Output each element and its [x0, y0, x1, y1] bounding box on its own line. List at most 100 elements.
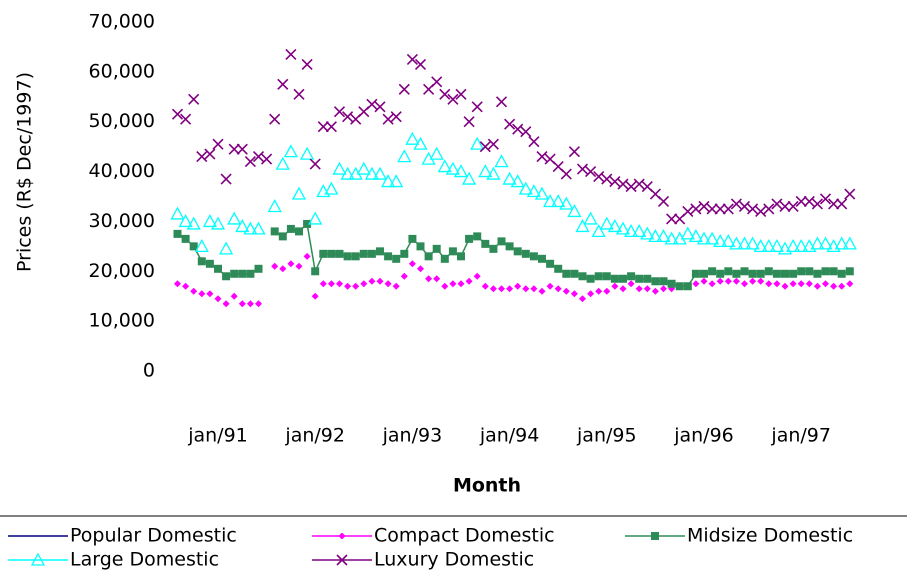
marker: [721, 234, 736, 248]
marker: [433, 275, 441, 283]
marker: [271, 262, 279, 270]
marker: [560, 168, 572, 180]
marker: [494, 154, 509, 168]
marker: [822, 280, 829, 288]
marker: [366, 98, 378, 110]
marker: [682, 205, 694, 218]
marker: [238, 269, 247, 278]
marker: [351, 252, 360, 261]
marker: [301, 58, 313, 70]
marker: [713, 234, 728, 248]
marker: [559, 196, 574, 210]
marker: [338, 532, 346, 540]
marker: [384, 252, 393, 261]
marker: [724, 277, 732, 285]
marker: [753, 238, 768, 253]
marker: [174, 280, 181, 288]
marker: [220, 173, 232, 185]
marker: [479, 141, 491, 153]
marker: [722, 203, 734, 215]
marker: [238, 300, 246, 308]
marker: [609, 175, 621, 188]
marker: [295, 227, 303, 236]
marker: [498, 285, 505, 293]
marker: [536, 151, 548, 163]
marker: [769, 238, 784, 253]
marker: [810, 236, 825, 250]
marker: [246, 300, 254, 308]
marker: [568, 146, 580, 158]
marker: [607, 219, 622, 233]
y-tick-label: 70,000: [89, 11, 155, 33]
marker: [204, 148, 216, 160]
marker: [602, 272, 611, 281]
marker: [236, 143, 248, 155]
marker: [617, 178, 629, 190]
marker: [583, 211, 598, 225]
marker: [664, 231, 679, 245]
marker: [546, 282, 554, 290]
marker: [277, 78, 289, 90]
marker: [692, 280, 700, 288]
marker: [811, 198, 823, 210]
marker: [599, 216, 614, 230]
marker: [813, 282, 821, 290]
marker: [748, 269, 757, 278]
marker: [659, 277, 668, 286]
marker: [465, 277, 473, 285]
marker: [741, 280, 748, 288]
marker: [615, 221, 631, 235]
marker: [643, 285, 651, 293]
marker: [408, 260, 416, 268]
marker: [178, 214, 193, 228]
marker: [278, 232, 287, 241]
marker: [813, 269, 822, 278]
marker: [429, 146, 444, 160]
marker: [771, 198, 783, 210]
marker: [845, 267, 854, 276]
x-tick-label: jan/96: [673, 425, 734, 447]
marker: [773, 280, 781, 288]
marker: [656, 229, 671, 243]
marker: [846, 280, 854, 288]
marker: [819, 193, 832, 205]
marker: [497, 237, 506, 246]
marker: [198, 290, 206, 298]
legend-label: Compact Domestic: [374, 525, 555, 547]
marker: [275, 156, 290, 170]
marker: [779, 200, 791, 213]
marker: [567, 204, 582, 218]
marker: [546, 259, 555, 268]
marker: [633, 178, 645, 190]
marker: [254, 264, 263, 273]
marker: [844, 188, 856, 200]
marker: [690, 203, 702, 215]
marker: [666, 213, 678, 225]
marker: [344, 282, 352, 290]
marker: [579, 295, 586, 303]
marker: [279, 265, 287, 273]
marker: [448, 247, 457, 256]
marker: [749, 277, 757, 285]
marker: [214, 264, 222, 273]
marker: [632, 224, 647, 238]
marker: [471, 101, 483, 113]
marker: [246, 269, 255, 278]
marker: [470, 136, 485, 150]
marker: [287, 260, 295, 268]
marker: [829, 267, 838, 276]
marker: [591, 224, 606, 238]
marker: [657, 195, 670, 208]
marker: [522, 285, 530, 293]
marker: [255, 300, 262, 308]
marker: [587, 290, 595, 298]
marker: [457, 280, 465, 288]
marker: [635, 274, 644, 283]
marker: [400, 249, 409, 258]
marker: [181, 234, 190, 243]
marker: [789, 269, 798, 278]
marker: [651, 287, 659, 295]
marker: [619, 274, 627, 283]
marker: [463, 116, 475, 128]
marker: [440, 254, 449, 263]
